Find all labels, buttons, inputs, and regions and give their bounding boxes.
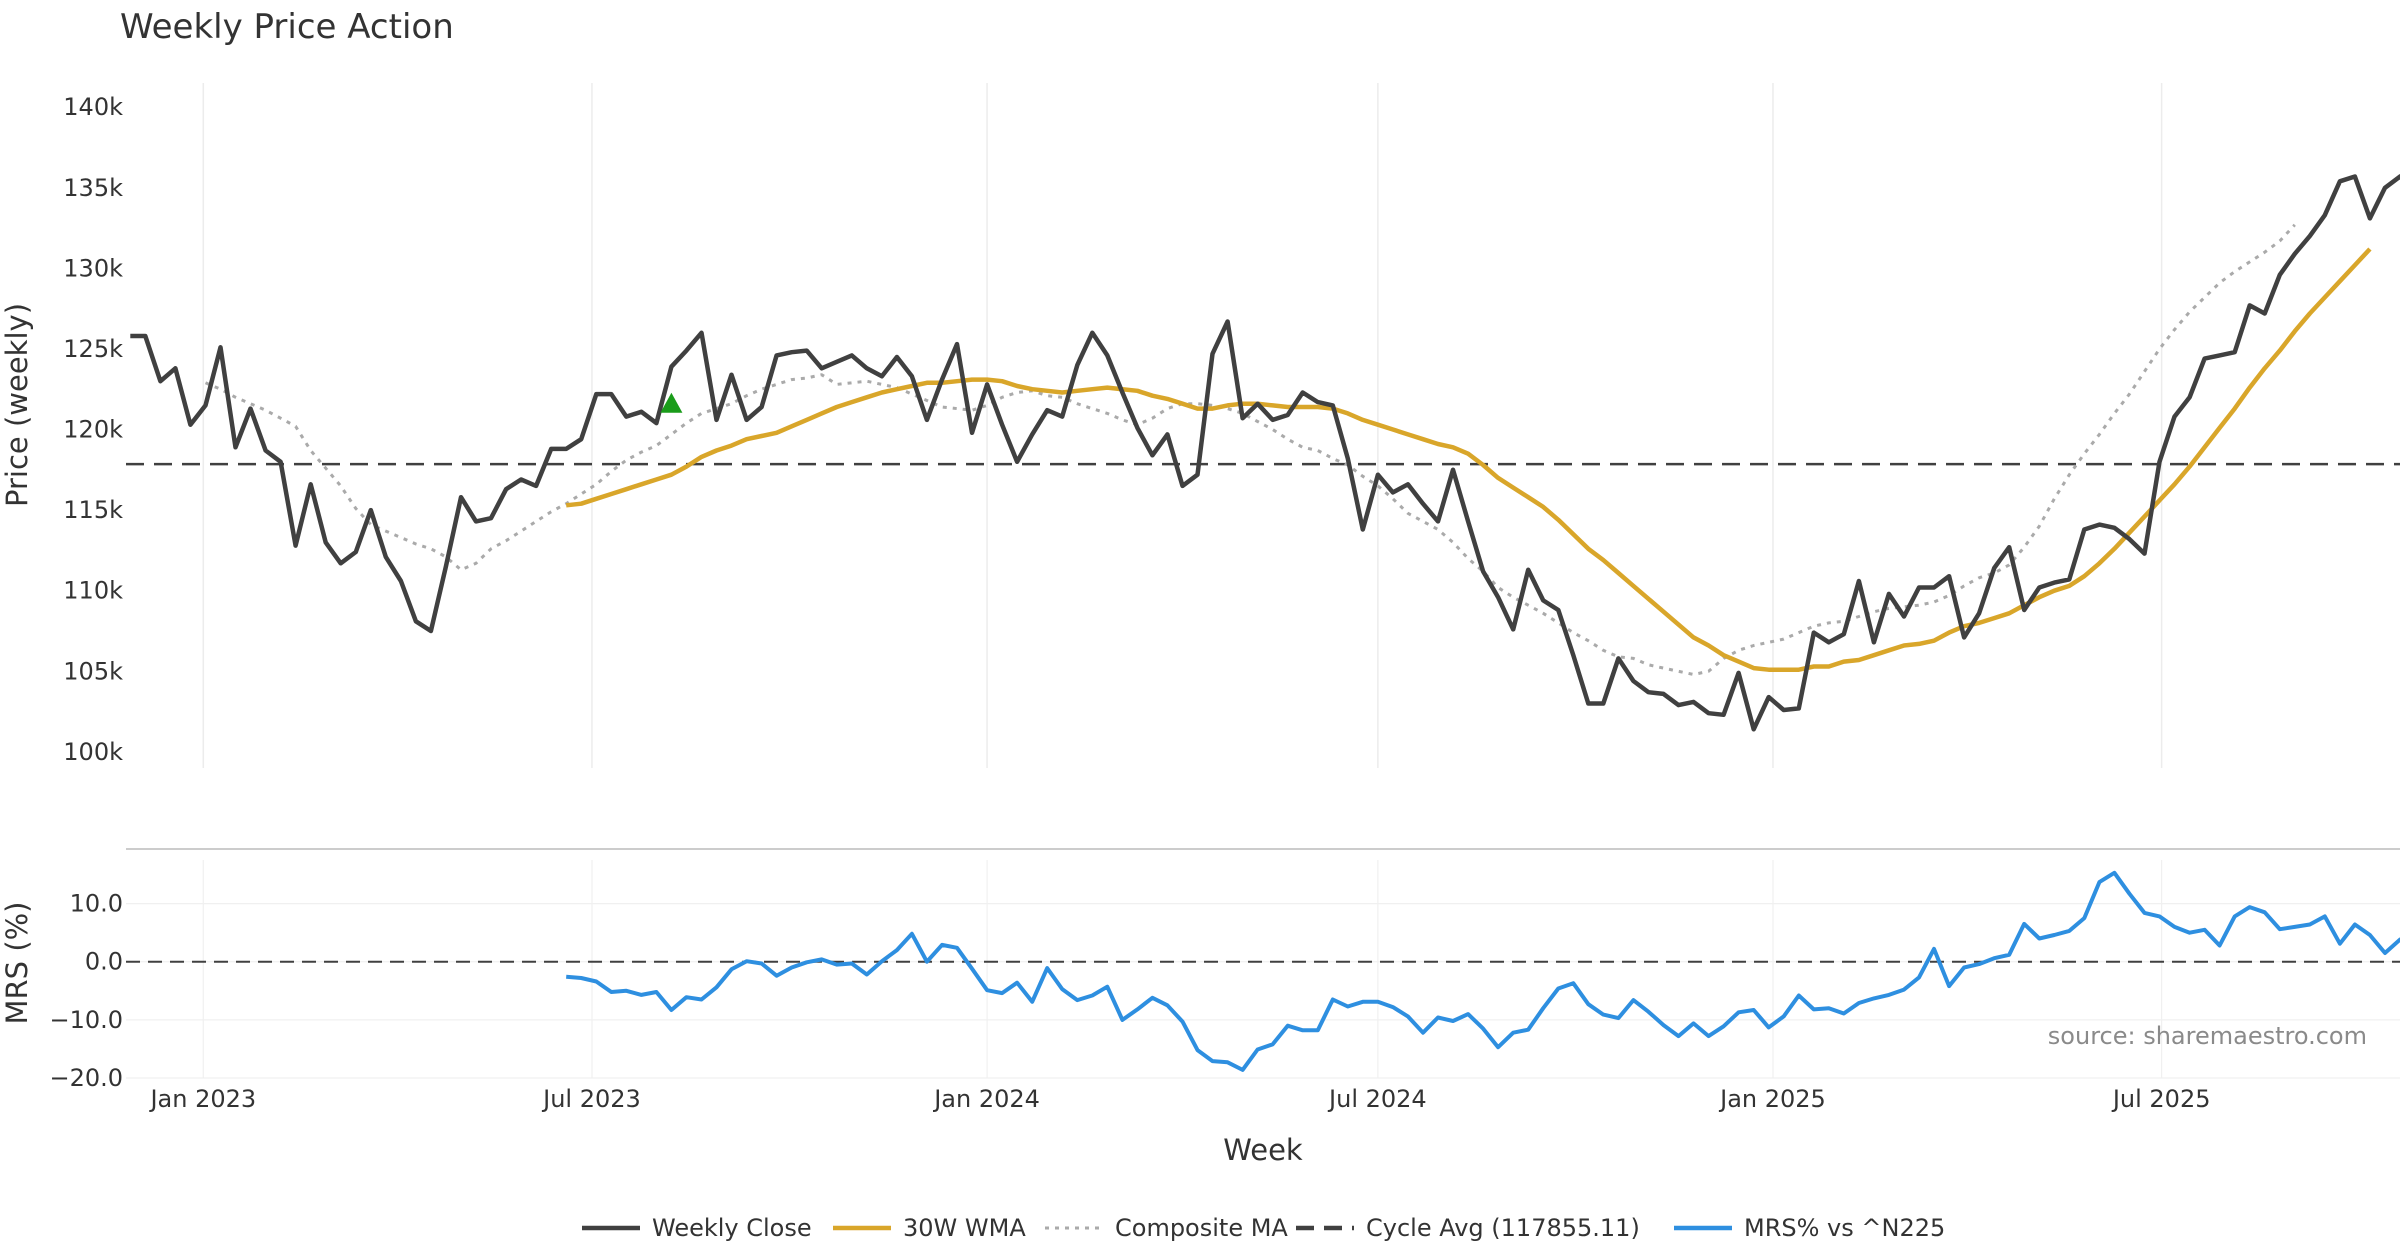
legend: Weekly Close 30W WMA Composite MA Cycle Avg… xyxy=(582,1214,1945,1242)
mrs-grid xyxy=(126,860,2400,1079)
x-tick-label: Jul 2023 xyxy=(541,1085,641,1113)
price-y-ticks: 100k 105k 110k 115k 120k 125k 130k 135k 140k xyxy=(63,93,123,766)
legend-label: 30W WMA xyxy=(903,1214,1026,1242)
price-y-tick-label: 105k xyxy=(63,657,123,685)
mrs-line xyxy=(566,870,2400,1072)
price-y-tick-label: 110k xyxy=(63,577,123,605)
chart-title: Weekly Price Action xyxy=(120,7,454,47)
x-ticks: Jan 2023 Jul 2023 Jan 2024 Jul 2024 Jan 2025… xyxy=(148,1085,2210,1113)
x-tick-label: Jul 2025 xyxy=(2111,1085,2211,1113)
x-tick-label: Jul 2024 xyxy=(1327,1085,1427,1113)
legend-item-weekly-close: Weekly Close xyxy=(582,1214,812,1242)
price-grid xyxy=(202,83,2163,768)
x-tick-label: Jan 2024 xyxy=(932,1085,1040,1113)
mrs-y-tick-label: 0.0 xyxy=(85,948,123,976)
price-y-axis-label: Price (weekly) xyxy=(0,303,34,507)
30w-wma-line xyxy=(565,247,2372,672)
price-y-tick-label: 115k xyxy=(63,496,123,524)
legend-label: MRS% vs ^N225 xyxy=(1744,1214,1945,1242)
price-y-tick-label: 130k xyxy=(63,254,123,282)
mrs-y-axis-label: MRS (%) xyxy=(0,902,34,1025)
price-series xyxy=(130,174,2400,732)
weekly-close-line xyxy=(130,174,2400,732)
mrs-y-ticks: −20.0 −10.0 0.0 10.0 xyxy=(49,890,123,1092)
price-y-tick-label: 100k xyxy=(63,738,123,766)
price-y-tick-label: 120k xyxy=(63,416,123,444)
mrs-y-tick-label: −10.0 xyxy=(49,1006,123,1034)
price-y-tick-label: 135k xyxy=(63,174,123,202)
legend-item-cycle-avg-117855-11: Cycle Avg (117855.11) xyxy=(1296,1214,1640,1242)
signal-marker-triangle xyxy=(660,392,683,413)
x-tick-label: Jan 2023 xyxy=(148,1085,256,1113)
x-tick-label: Jan 2025 xyxy=(1718,1085,1826,1113)
price-y-tick-label: 140k xyxy=(63,93,123,121)
price-y-tick-label: 125k xyxy=(63,335,123,363)
legend-item-mrs-vs-n225: MRS% vs ^N225 xyxy=(1674,1214,1945,1242)
source-credit: source: sharemaestro.com xyxy=(2048,1022,2367,1050)
legend-label: Weekly Close xyxy=(652,1214,812,1242)
legend-item-30w-wma: 30W WMA xyxy=(833,1214,1026,1242)
composite-ma-line xyxy=(204,223,2296,676)
mrs-y-tick-label: −20.0 xyxy=(49,1064,123,1092)
mrs-series xyxy=(566,870,2400,1072)
legend-item-composite-ma: Composite MA xyxy=(1045,1214,1288,1242)
x-axis-label: Week xyxy=(1223,1133,1303,1167)
mrs-y-tick-label: 10.0 xyxy=(70,890,123,918)
legend-label: Composite MA xyxy=(1115,1214,1288,1242)
legend-label: Cycle Avg (117855.11) xyxy=(1366,1214,1640,1242)
